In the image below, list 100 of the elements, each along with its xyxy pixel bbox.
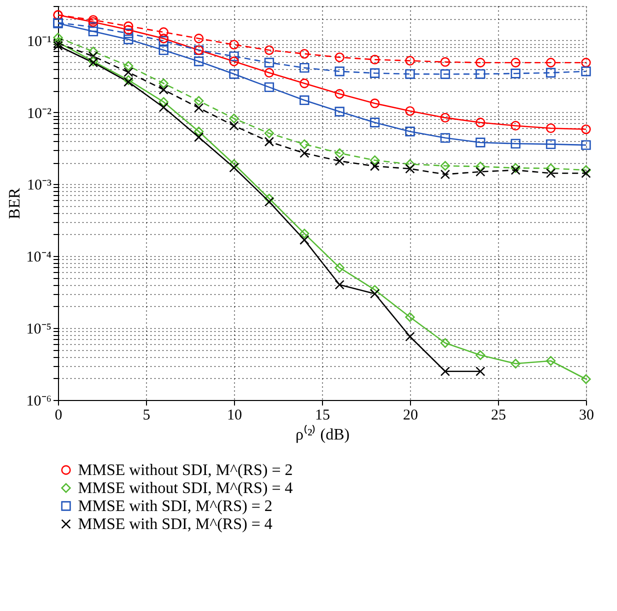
point xyxy=(124,61,134,71)
point xyxy=(581,58,591,68)
point xyxy=(440,133,450,143)
x-tick-label: 20 xyxy=(403,408,418,424)
point xyxy=(264,194,274,204)
point xyxy=(476,350,486,360)
point xyxy=(370,98,380,108)
point xyxy=(581,140,591,150)
y-tick-label: 10⁻⁴ xyxy=(26,250,52,266)
point xyxy=(510,138,520,148)
point xyxy=(334,52,344,62)
point xyxy=(405,159,415,169)
point xyxy=(510,358,520,368)
point xyxy=(546,356,556,366)
x-tick-label: 5 xyxy=(142,408,150,424)
point xyxy=(194,103,204,113)
point xyxy=(229,69,239,79)
point xyxy=(158,78,168,88)
point xyxy=(300,148,310,158)
point xyxy=(194,96,204,106)
y-tick-label: 10⁻⁶ xyxy=(26,394,52,410)
point xyxy=(581,374,591,384)
point xyxy=(370,54,380,64)
legend-label: MMSE with SDI, M^(RS) = 2 xyxy=(78,498,272,515)
point xyxy=(370,285,380,295)
point xyxy=(229,114,239,124)
point xyxy=(300,48,310,59)
point xyxy=(300,78,310,88)
point xyxy=(194,126,204,136)
point xyxy=(476,162,486,172)
point xyxy=(476,138,486,148)
point xyxy=(405,332,415,342)
point xyxy=(334,66,344,76)
point xyxy=(300,95,310,106)
point xyxy=(405,106,415,116)
point xyxy=(581,66,591,76)
point xyxy=(300,139,310,150)
y-tick-label: 10⁻¹ xyxy=(27,34,52,50)
point xyxy=(124,24,134,35)
point xyxy=(546,168,556,178)
point xyxy=(334,262,344,273)
legend-label: MMSE with SDI, M^(RS) = 4 xyxy=(78,516,272,533)
point xyxy=(405,126,415,136)
point xyxy=(334,148,344,158)
point xyxy=(88,26,98,36)
point xyxy=(264,196,274,207)
point xyxy=(264,68,274,78)
point xyxy=(440,338,450,348)
point xyxy=(546,68,556,78)
legend-label: MMSE without SDI, M^(RS) = 4 xyxy=(78,480,293,497)
point xyxy=(334,280,344,290)
point xyxy=(264,58,274,68)
point xyxy=(158,97,168,107)
point xyxy=(476,58,486,68)
x-axis-title: ρ⁽²⁾ (dB) xyxy=(295,424,350,444)
y-axis-title: BER xyxy=(6,188,24,220)
point xyxy=(229,159,239,169)
point xyxy=(334,89,344,99)
point xyxy=(300,228,310,238)
point xyxy=(124,28,134,38)
point xyxy=(158,36,168,46)
point xyxy=(510,68,520,78)
point xyxy=(546,58,556,68)
point xyxy=(124,67,134,78)
point xyxy=(581,165,591,175)
y-tick-label: 10⁻² xyxy=(27,106,52,122)
point xyxy=(300,235,310,245)
point xyxy=(581,168,591,178)
x-tick-label: 15 xyxy=(315,408,330,424)
point xyxy=(510,120,520,131)
point xyxy=(405,56,415,66)
point xyxy=(53,40,63,51)
point xyxy=(124,21,134,32)
point xyxy=(194,56,204,66)
point xyxy=(229,162,239,172)
point xyxy=(229,40,239,50)
point xyxy=(546,139,556,150)
point xyxy=(440,170,450,180)
point xyxy=(229,51,239,62)
point xyxy=(546,164,556,174)
point xyxy=(158,45,168,55)
x-tick-label: 10 xyxy=(227,408,242,424)
point xyxy=(194,34,204,44)
point xyxy=(334,156,344,166)
point xyxy=(158,27,168,37)
point xyxy=(440,366,450,376)
point xyxy=(405,312,415,322)
point xyxy=(124,34,134,44)
point xyxy=(334,106,344,116)
point xyxy=(370,288,380,299)
point xyxy=(370,68,380,78)
point xyxy=(158,102,168,112)
point xyxy=(510,58,520,68)
point xyxy=(88,51,98,62)
point xyxy=(581,124,591,134)
point xyxy=(264,128,274,138)
point xyxy=(88,46,98,56)
point xyxy=(370,155,380,166)
point xyxy=(158,34,168,44)
point xyxy=(264,136,274,147)
